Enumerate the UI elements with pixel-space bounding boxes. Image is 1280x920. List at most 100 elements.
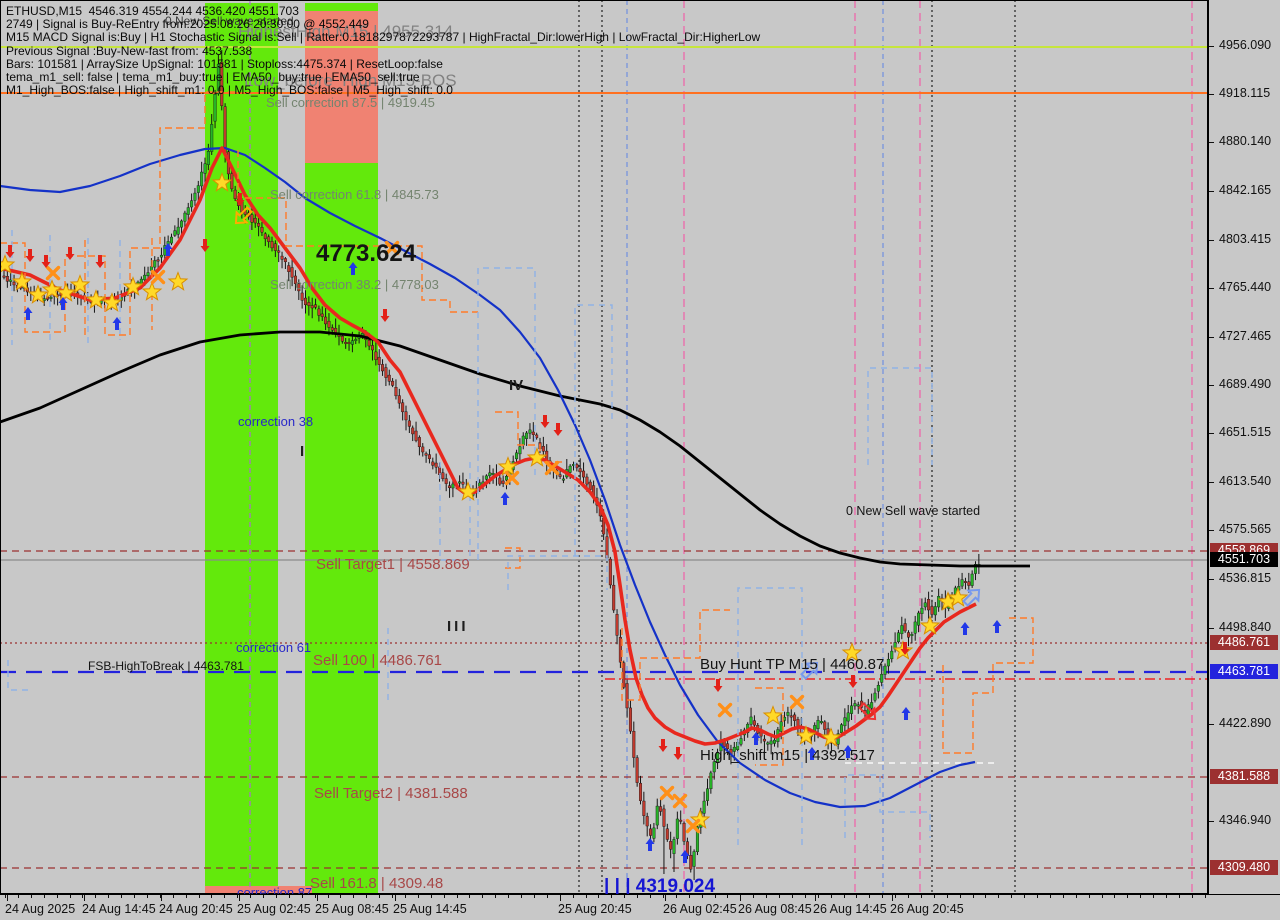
candlestick	[880, 673, 884, 683]
time-minor-tick	[495, 895, 497, 898]
fsb-box-blue	[737, 587, 803, 845]
candlestick	[608, 558, 612, 586]
price-tick-label: 4422.890	[1219, 716, 1272, 730]
time-major-tick	[161, 895, 162, 901]
price-tick-mark	[1209, 482, 1214, 483]
price-badge: 4381.588	[1210, 769, 1278, 784]
candlestick	[632, 731, 636, 758]
time-minor-tick	[82, 895, 84, 898]
star-signal-icon	[167, 271, 189, 291]
chart-label: Sell 100 | 4486.761	[313, 652, 443, 669]
time-minor-tick	[546, 895, 548, 898]
time-minor-tick	[766, 895, 768, 898]
candlestick	[230, 173, 234, 190]
price-tick-label: 4880.140	[1219, 134, 1272, 148]
time-minor-tick	[134, 895, 135, 898]
time-minor-tick	[611, 895, 613, 898]
price-tick-mark	[1209, 821, 1214, 822]
star-signal-icon	[11, 271, 33, 291]
chart-label: HighestHigh M15 | 4955.314	[238, 22, 454, 41]
chart-label: IV	[509, 377, 524, 394]
candlestick	[300, 292, 304, 301]
x-signal-icon	[717, 702, 733, 718]
time-minor-tick	[972, 895, 974, 898]
candlestick	[173, 230, 177, 236]
candlestick	[672, 839, 676, 854]
x-signal-icon	[789, 694, 805, 710]
candlestick	[397, 395, 401, 404]
time-minor-tick	[985, 895, 987, 898]
candlestick	[974, 564, 978, 574]
candlestick	[491, 473, 495, 475]
star-signal-icon	[27, 284, 49, 304]
time-minor-tick	[17, 895, 19, 898]
time-minor-tick	[637, 895, 639, 898]
price-axis[interactable]: 4956.090 4918.115 4880.140 4842.165 4803.415…	[1209, 0, 1280, 894]
candlestick	[213, 94, 217, 122]
candlestick	[391, 380, 395, 386]
candlestick	[793, 714, 797, 721]
chart-label: Sell Target1 | 4558.869	[316, 556, 470, 573]
candlestick	[669, 841, 673, 850]
candlestick	[910, 634, 914, 636]
chart-canvas	[0, 0, 1208, 894]
time-minor-tick	[69, 895, 71, 898]
candlestick	[314, 304, 318, 308]
star-signal-icon	[211, 172, 233, 192]
time-tick-label: 24 Aug 2025	[5, 902, 76, 916]
fractal-channel-orange	[495, 411, 562, 463]
chart-label: correction 61	[236, 640, 312, 655]
time-tick-label: 26 Aug 02:45	[663, 902, 737, 916]
candlestick	[896, 632, 900, 643]
candlestick	[568, 465, 572, 473]
candlestick	[505, 475, 509, 481]
candlestick	[923, 602, 927, 608]
time-minor-tick	[727, 895, 729, 898]
chart-label: correction 38	[238, 414, 314, 429]
x-signal-icon	[685, 818, 701, 834]
time-minor-tick	[869, 895, 871, 898]
star-signal-icon	[101, 292, 123, 312]
candlestick	[689, 855, 693, 870]
chart-label: Sell Target2 | 4381.588	[314, 785, 468, 802]
time-minor-tick	[159, 895, 161, 898]
star-signal-icon	[762, 705, 784, 725]
time-major-tick	[7, 895, 8, 901]
chart-label: Sell correction 38.2 | 4778.03	[270, 277, 439, 292]
time-minor-tick	[701, 895, 703, 898]
time-minor-tick	[340, 895, 342, 898]
fsb-box-blue	[867, 367, 933, 465]
candlestick	[444, 478, 448, 484]
candlestick	[679, 819, 683, 822]
candlestick	[431, 461, 435, 466]
candlestick	[933, 606, 937, 616]
candlestick	[484, 475, 488, 480]
candlestick	[310, 305, 314, 309]
time-minor-tick	[250, 895, 252, 898]
time-minor-tick	[430, 895, 432, 898]
time-minor-tick	[43, 895, 45, 898]
price-badge: 4551.703	[1210, 552, 1278, 567]
star-signal-icon	[122, 276, 144, 296]
highlight-band	[305, 11, 378, 163]
chart-label: 0 New Sell wave started	[165, 14, 294, 28]
candlestick	[257, 223, 261, 227]
time-minor-tick	[1191, 895, 1193, 898]
chart-area[interactable]: 0 New Sell wave started HighestHigh M15 |…	[0, 0, 1208, 900]
candlestick	[930, 606, 934, 615]
candlestick	[176, 226, 180, 235]
candlestick	[662, 808, 666, 827]
star-signal-icon	[141, 281, 163, 301]
hollow-arrow-icon	[962, 588, 981, 607]
candlestick	[649, 828, 653, 836]
price-tick-label: 4613.540	[1219, 474, 1272, 488]
time-minor-tick	[1153, 895, 1155, 898]
time-axis[interactable]: 24 Aug 2025 24 Aug 14:45 24 Aug 20:45 25 Au…	[0, 895, 1208, 920]
candlestick	[203, 163, 207, 174]
time-minor-tick	[791, 895, 793, 898]
time-minor-tick	[856, 895, 858, 898]
time-minor-tick	[379, 895, 381, 898]
x-signal-icon	[544, 460, 560, 476]
time-minor-tick	[95, 895, 97, 898]
time-minor-tick	[998, 895, 1000, 898]
